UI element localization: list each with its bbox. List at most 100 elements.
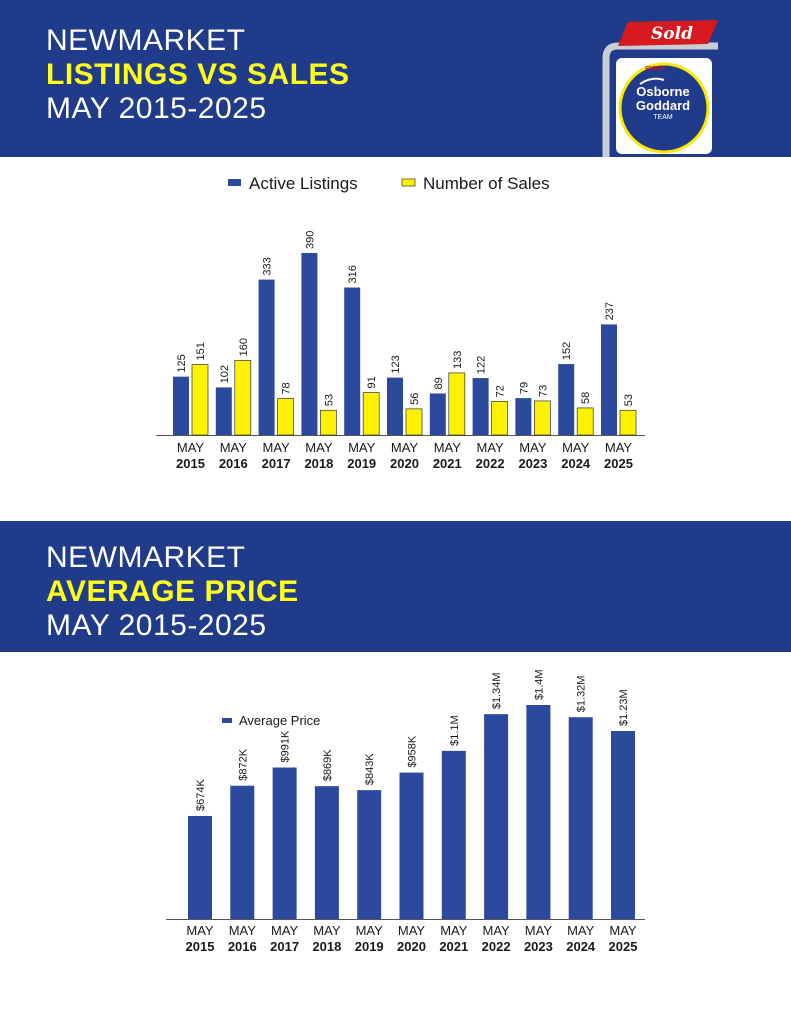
label-active-listings: 333 xyxy=(262,257,274,275)
header-city-2: NEWMARKET xyxy=(46,541,246,574)
label-average-price: $1.23M xyxy=(618,689,630,726)
x-tick-year: 2024 xyxy=(566,939,596,954)
x-tick-year: 2023 xyxy=(518,456,547,471)
x-tick-month: MAY xyxy=(313,923,341,938)
bar-active-listings xyxy=(387,377,403,435)
label-number-of-sales: 78 xyxy=(281,382,293,394)
label-number-of-sales: 151 xyxy=(195,342,207,360)
label-active-listings: 237 xyxy=(604,302,616,320)
bar-active-listings xyxy=(215,387,232,435)
label-average-price: $1.1M xyxy=(449,715,461,746)
header-title-2: AVERAGE PRICE xyxy=(46,575,299,608)
x-tick-month: MAY xyxy=(305,440,333,455)
x-tick-month: MAY xyxy=(348,440,376,455)
label-number-of-sales: 58 xyxy=(580,392,592,404)
header-banner-price: NEWMARKET AVERAGE PRICE MAY 2015-2025 xyxy=(0,521,791,652)
x-tick-month: MAY xyxy=(609,923,637,938)
x-tick-month: MAY xyxy=(440,923,468,938)
x-tick-year: 2019 xyxy=(347,456,376,471)
legend-swatch-average-price xyxy=(222,718,232,723)
bar-number-of-sales xyxy=(320,409,337,436)
x-tick-year: 2024 xyxy=(561,456,591,471)
bar-active-listings xyxy=(344,287,361,435)
legend-label-number-of-sales: Number of Sales xyxy=(423,174,550,193)
legend-swatch-number-of-sales xyxy=(401,178,416,187)
bar-active-listings xyxy=(558,364,575,435)
label-active-listings: 123 xyxy=(390,355,402,373)
label-average-price: $1.34M xyxy=(491,672,503,709)
x-tick-year: 2018 xyxy=(304,456,333,471)
listings-vs-sales-chart: Active Listings Number of Sales125151MAY2… xyxy=(156,174,645,471)
label-number-of-sales: 56 xyxy=(409,393,421,405)
remax-badge: RE/MAX xyxy=(645,66,665,72)
x-tick-month: MAY xyxy=(391,440,419,455)
sold-sign-text: Sold xyxy=(651,24,693,44)
bar-average-price xyxy=(611,730,635,919)
label-number-of-sales: 73 xyxy=(537,385,549,397)
label-number-of-sales: 53 xyxy=(323,394,335,406)
x-tick-year: 2025 xyxy=(604,456,633,471)
x-tick-month: MAY xyxy=(356,923,384,938)
x-tick-month: MAY xyxy=(476,440,504,455)
header-city: NEWMARKET xyxy=(46,24,246,57)
label-number-of-sales: 133 xyxy=(452,351,464,369)
label-active-listings: 102 xyxy=(219,365,231,383)
x-tick-year: 2019 xyxy=(355,939,384,954)
legend-label-average-price: Average Price xyxy=(239,713,320,728)
header-title: LISTINGS VS SALES xyxy=(46,58,350,91)
header-period-2: MAY 2015-2025 xyxy=(46,609,267,642)
label-average-price: $869K xyxy=(322,749,334,781)
team-name-line2: Goddard xyxy=(635,98,691,113)
bar-number-of-sales xyxy=(234,359,252,436)
bar-average-price xyxy=(399,772,424,919)
bar-average-price xyxy=(568,717,593,919)
bar-active-listings xyxy=(258,279,275,435)
label-average-price: $843K xyxy=(364,753,376,785)
bar-active-listings xyxy=(515,398,532,435)
x-tick-month: MAY xyxy=(519,440,547,455)
x-tick-month: MAY xyxy=(220,440,248,455)
bar-number-of-sales xyxy=(362,392,380,436)
bar-average-price xyxy=(441,750,466,919)
bar-active-listings xyxy=(173,376,189,435)
brand-logo: Sold RE/MAX Osborne Goddard TEAM xyxy=(592,18,722,157)
label-number-of-sales: 91 xyxy=(366,376,378,388)
label-active-listings: 79 xyxy=(518,382,530,394)
x-tick-month: MAY xyxy=(262,440,290,455)
label-average-price: $1.4M xyxy=(533,669,545,700)
x-tick-month: MAY xyxy=(434,440,462,455)
x-tick-year: 2018 xyxy=(312,939,341,954)
bar-average-price xyxy=(230,785,255,919)
bar-number-of-sales xyxy=(277,398,294,436)
legend-label-active-listings: Active Listings xyxy=(249,174,358,193)
label-average-price: $1.32M xyxy=(576,676,588,713)
bar-average-price xyxy=(272,767,297,919)
bar-active-listings xyxy=(472,378,489,435)
x-tick-year: 2022 xyxy=(476,456,505,471)
bar-average-price xyxy=(484,714,509,919)
bar-number-of-sales xyxy=(619,409,637,436)
x-tick-month: MAY xyxy=(482,923,510,938)
x-tick-year: 2017 xyxy=(262,456,291,471)
bar-number-of-sales xyxy=(405,408,423,436)
legend-swatch-active-listings xyxy=(228,179,241,186)
label-active-listings: 122 xyxy=(476,356,488,374)
bar-average-price xyxy=(526,705,551,919)
x-tick-month: MAY xyxy=(525,923,553,938)
x-tick-month: MAY xyxy=(605,440,633,455)
x-tick-year: 2023 xyxy=(524,939,553,954)
team-name: Osborne Goddard TEAM xyxy=(617,85,709,122)
